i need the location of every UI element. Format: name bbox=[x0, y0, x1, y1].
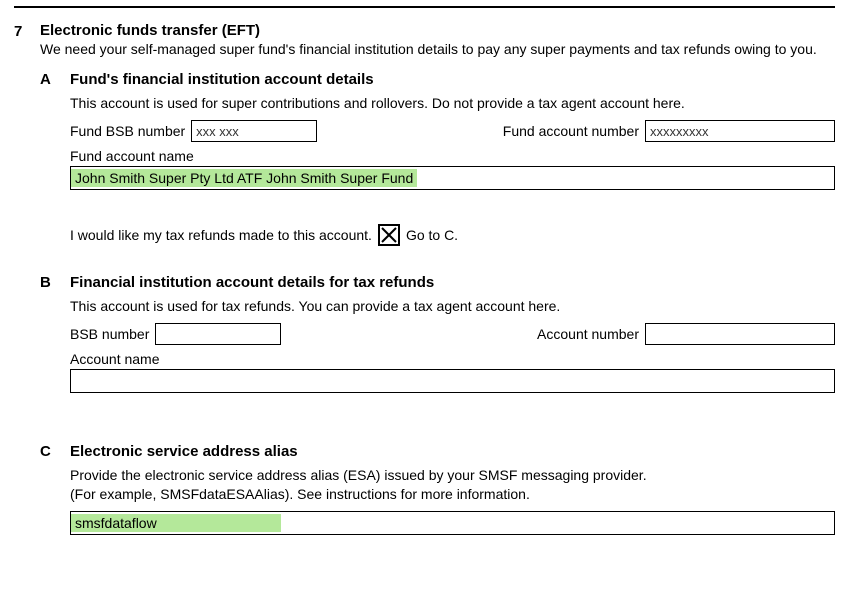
subsection-c-letter: C bbox=[40, 443, 70, 534]
a-bsb-label: Fund BSB number bbox=[70, 123, 185, 139]
section-title: Electronic funds transfer (EFT) bbox=[40, 22, 835, 39]
b-bsb-input[interactable] bbox=[155, 323, 281, 345]
a-refund-tail: Go to C. bbox=[406, 227, 458, 243]
c-esa-input[interactable]: smsfdataflow bbox=[70, 511, 835, 535]
a-name-input[interactable]: John Smith Super Pty Ltd ATF John Smith … bbox=[70, 166, 835, 190]
b-name-label: Account name bbox=[70, 351, 835, 367]
c-esa-value: smsfdataflow bbox=[71, 514, 281, 532]
b-acct-input[interactable] bbox=[645, 323, 835, 345]
subsection-b-title: Financial institution account details fo… bbox=[70, 274, 835, 291]
c-note-line2: (For example, SMSFdataESAAlias). See ins… bbox=[70, 486, 530, 502]
a-name-value: John Smith Super Pty Ltd ATF John Smith … bbox=[71, 169, 417, 187]
a-refund-text: I would like my tax refunds made to this… bbox=[70, 227, 372, 243]
b-acct-label: Account number bbox=[537, 326, 639, 342]
top-rule bbox=[14, 6, 835, 8]
subsection-b-note: This account is used for tax refunds. Yo… bbox=[70, 297, 835, 315]
subsection-c-note: Provide the electronic service address a… bbox=[70, 466, 835, 502]
section-description: We need your self-managed super fund's f… bbox=[40, 41, 835, 57]
subsection-c-title: Electronic service address alias bbox=[70, 443, 835, 460]
c-note-line1: Provide the electronic service address a… bbox=[70, 467, 647, 483]
a-acct-label: Fund account number bbox=[503, 123, 639, 139]
section-number: 7 bbox=[14, 22, 40, 545]
a-name-label: Fund account name bbox=[70, 148, 835, 164]
subsection-a-letter: A bbox=[40, 71, 70, 264]
a-refund-checkbox[interactable] bbox=[378, 224, 400, 246]
a-bsb-input[interactable]: xxx xxx bbox=[191, 120, 317, 142]
b-bsb-label: BSB number bbox=[70, 326, 149, 342]
subsection-a-note: This account is used for super contribut… bbox=[70, 94, 835, 112]
subsection-b-letter: B bbox=[40, 274, 70, 393]
a-acct-input[interactable]: xxxxxxxxx bbox=[645, 120, 835, 142]
x-mark-icon bbox=[381, 227, 397, 243]
b-name-input[interactable] bbox=[70, 369, 835, 393]
subsection-a-title: Fund's financial institution account det… bbox=[70, 71, 835, 88]
